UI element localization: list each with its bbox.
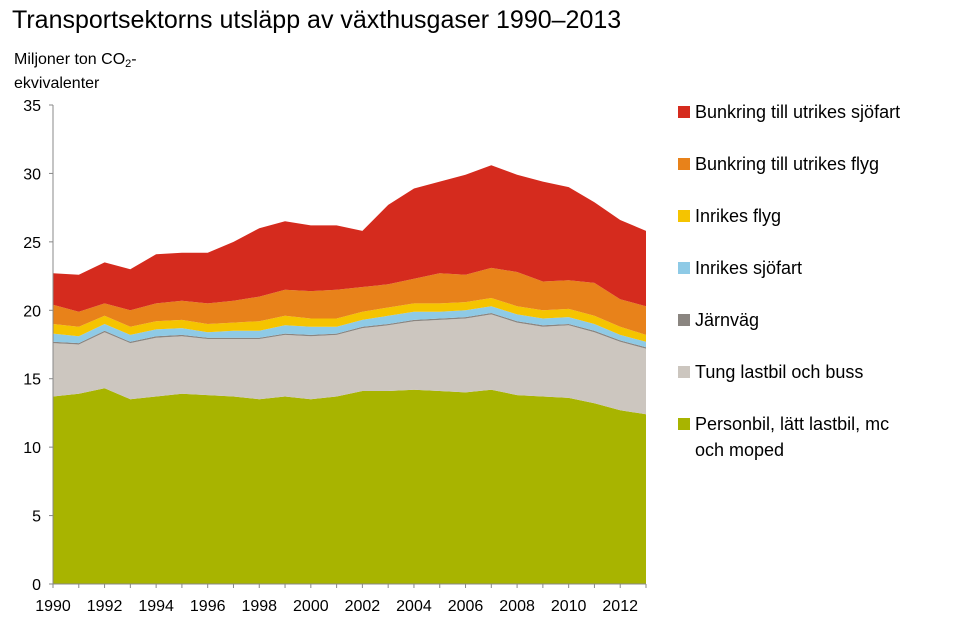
y-axis-label-subscript: 2 [125, 58, 132, 70]
legend-label: Tung lastbil och buss [695, 362, 864, 382]
legend: Bunkring till utrikes sjöfart Bunkring ti… [678, 99, 958, 463]
legend-item: Inrikes flyg [678, 203, 958, 255]
y-tick-label: 30 [23, 166, 41, 183]
area-series-2 [53, 313, 646, 349]
x-tick-label: 1990 [35, 598, 71, 615]
y-axis-label: Miljoner ton CO2- ekvivalenter [14, 50, 137, 94]
y-axis-label-line1-end: - [131, 51, 137, 68]
y-tick-label: 0 [32, 577, 41, 594]
legend-label: Inrikes flyg [695, 206, 782, 226]
x-tick-label: 2002 [345, 598, 381, 615]
legend-item: Bunkring till utrikes flyg [678, 151, 958, 203]
legend-swatch [678, 106, 690, 118]
legend-item: Bunkring till utrikes sjöfart [678, 99, 958, 151]
y-tick-label: 10 [23, 440, 41, 457]
legend-item: Järnväg [678, 307, 958, 359]
legend-swatch [678, 366, 690, 378]
y-tick-label: 25 [23, 235, 41, 252]
x-tick-label: 2012 [602, 598, 638, 615]
y-axis-label-line2: ekvivalenter [14, 75, 100, 92]
y-tick-label: 35 [23, 98, 41, 115]
legend-label: Inrikes sjöfart [695, 258, 803, 278]
axes-group: 0 5 10 15 20 25 30 35 1990 1992 1994 1996 1998 2000 20… [23, 98, 647, 615]
area-series-4 [53, 298, 646, 342]
legend-label: Bunkring till utrikes sjöfart [695, 102, 901, 122]
y-tick-label: 5 [32, 509, 41, 526]
x-tick-label: 2004 [396, 598, 432, 615]
legend-swatch [678, 262, 690, 274]
x-tick-label: 1994 [138, 598, 174, 615]
legend-swatch [678, 418, 690, 430]
area-series-3 [53, 306, 646, 348]
x-tick-label: 2006 [448, 598, 484, 615]
y-axis-label-line1: Miljoner ton CO [14, 51, 126, 68]
x-tick-label: 2010 [551, 598, 587, 615]
legend-label: Järnväg [695, 310, 760, 330]
area-series-0 [53, 388, 646, 584]
x-tick-label: 1996 [190, 598, 226, 615]
y-tick-label: 20 [23, 303, 41, 320]
y-tick-label: 15 [23, 372, 41, 389]
legend-swatch [678, 158, 690, 170]
area-series-group [53, 165, 646, 584]
area-series-1 [53, 314, 646, 415]
legend-swatch [678, 210, 690, 222]
legend-swatch [678, 314, 690, 326]
chart-title: Transportsektorns utsläpp av växthusgase… [12, 6, 622, 34]
legend-label: Bunkring till utrikes flyg [695, 154, 880, 174]
x-tick-label: 1998 [241, 598, 277, 615]
legend-label: Personbil, lätt lastbil, mc och moped [695, 414, 890, 460]
area-series-5 [53, 267, 646, 335]
x-tick-label: 2000 [293, 598, 329, 615]
x-tick-label: 1992 [87, 598, 123, 615]
area-series-6 [53, 165, 646, 312]
legend-item: Tung lastbil och buss [678, 359, 958, 411]
legend-item: Inrikes sjöfart [678, 255, 958, 307]
legend-item: Personbil, lätt lastbil, mc och moped [678, 411, 958, 463]
x-tick-label: 2008 [499, 598, 535, 615]
